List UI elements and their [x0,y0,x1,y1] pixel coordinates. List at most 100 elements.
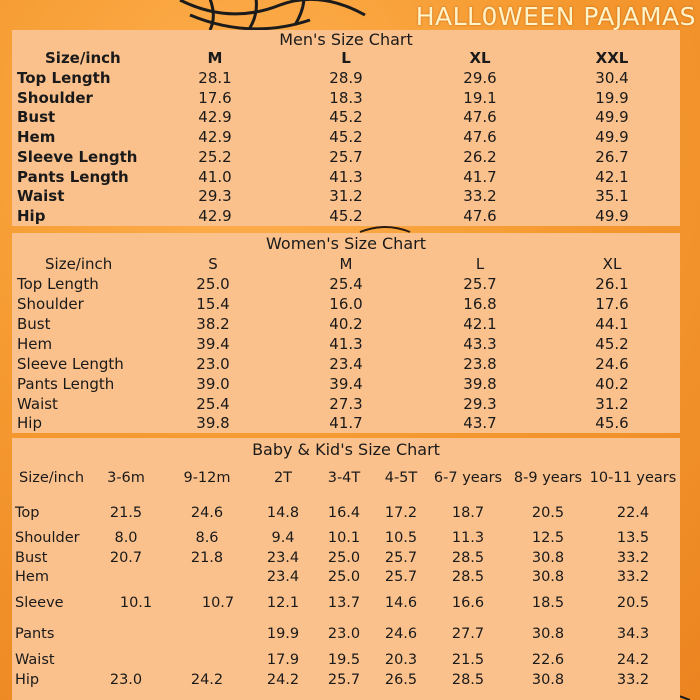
women-cell: 41.7 [329,414,363,432]
men-cell: 49.9 [595,128,629,146]
men-cell: 45.2 [329,128,363,146]
women-cell: 17.6 [595,295,629,313]
men-row-label: Hip [17,207,46,225]
women-cell: 39.8 [463,375,497,393]
kids-cell: 28.5 [451,672,485,688]
kids-cell: 34.3 [616,626,650,642]
men-row-label: Pants Length [17,168,129,186]
kids-cell: 16.6 [451,595,485,611]
men-header-m: M [207,49,223,67]
men-cell: 17.6 [198,89,232,107]
men-cell: 33.2 [463,187,497,205]
women-cell: 42.1 [463,315,497,333]
kids-cell: 25.7 [384,569,418,585]
kids-header-col: 6-7 years [433,470,503,486]
men-cell: 42.1 [595,168,629,186]
men-cell: 47.6 [463,207,497,225]
kids-cell: 30.8 [531,550,565,566]
kids-cell: 25.0 [327,550,361,566]
kids-cell: 30.8 [531,626,565,642]
kids-cell: 12.1 [266,595,300,611]
kids-row-label: Waist [15,652,55,668]
men-cell: 31.2 [329,187,363,205]
men-cell: 28.9 [329,69,363,87]
women-cell: 39.4 [329,375,363,393]
men-cell: 30.4 [595,69,629,87]
men-cell: 35.1 [595,187,629,205]
women-cell: 41.3 [329,335,363,353]
kids-cell: 28.5 [451,569,485,585]
kids-cell: 25.7 [327,672,361,688]
kids-cell: 28.5 [451,550,485,566]
men-cell: 41.3 [329,168,363,186]
kids-header-col: 4-5T [384,470,418,486]
kids-cell: 21.5 [109,505,143,521]
kids-cell: 8.6 [195,530,219,546]
kids-row-label: Top [15,505,40,521]
kids-cell: 10.1 [327,530,361,546]
women-row-label: Shoulder [17,295,84,313]
men-header-xxl: XXL [595,49,629,67]
kids-cell: 8.0 [114,530,138,546]
women-cell: 25.0 [196,275,230,293]
men-cell: 19.1 [463,89,497,107]
kids-row-label: Bust [15,550,48,566]
women-cell: 16.8 [463,295,497,313]
kids-cell: 11.3 [451,530,485,546]
kids-cell: 24.2 [266,672,300,688]
women-cell: 27.3 [329,395,363,413]
men-header-l: L [341,49,351,67]
kids-cell: 22.6 [531,652,565,668]
kids-cell: 23.0 [327,626,361,642]
kids-cell: 33.2 [616,569,650,585]
men-cell: 29.3 [198,187,232,205]
men-row-label: Sleeve Length [17,148,138,166]
men-cell: 47.6 [463,108,497,126]
kids-cell: 16.4 [327,505,361,521]
men-row-label: Waist [17,187,65,205]
women-row-label: Hip [17,414,42,432]
kids-cell: 14.6 [384,595,418,611]
kids-cell: 19.9 [266,626,300,642]
women-cell: 15.4 [196,295,230,313]
men-cell: 42.9 [198,128,232,146]
kids-header-col: 8-9 years [513,470,583,486]
women-cell: 38.2 [196,315,230,333]
women-cell: 24.6 [595,355,629,373]
kids-cell: 24.6 [190,505,224,521]
women-cell: 23.4 [329,355,363,373]
women-cell: 26.1 [595,275,629,293]
kids-cell: 24.2 [190,672,224,688]
women-cell: 43.7 [463,414,497,432]
kids-cell: 27.7 [451,626,485,642]
kids-cell: 30.8 [531,569,565,585]
kids-cell: 13.5 [616,530,650,546]
women-row-label: Bust [17,315,51,333]
kids-row-label: Shoulder [15,530,80,546]
women-header-m: M [339,255,353,273]
kids-row-label: Pants [15,626,55,642]
kids-cell: 25.7 [384,550,418,566]
kids-cell: 20.5 [616,595,650,611]
kids-cell: 21.8 [190,550,224,566]
women-cell: 40.2 [329,315,363,333]
men-cell: 25.2 [198,148,232,166]
men-cell: 29.6 [463,69,497,87]
kids-cell: 18.5 [531,595,565,611]
men-cell: 45.2 [329,207,363,225]
kids-cell: 10.5 [384,530,418,546]
kids-cell: 10.7 [201,595,235,611]
men-cell: 41.7 [463,168,497,186]
men-cell: 26.2 [463,148,497,166]
kids-header-col: 2T [273,470,293,486]
kids-cell: 25.0 [327,569,361,585]
kids-cell: 10.1 [119,595,153,611]
kids-cell: 23.0 [109,672,143,688]
kids-cell: 20.7 [109,550,143,566]
kids-header-col: 3-6m [107,470,145,486]
men-cell: 49.9 [595,108,629,126]
kids-header-col: 10-11 years [589,470,677,486]
women-cell: 43.3 [463,335,497,353]
kids-cell: 20.3 [384,652,418,668]
kids-cell: 18.7 [451,505,485,521]
